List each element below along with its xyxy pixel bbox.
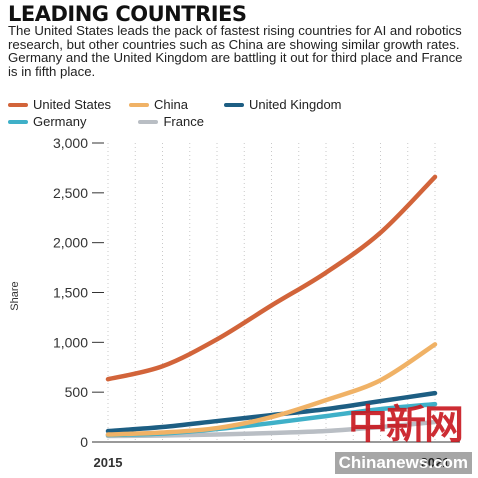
legend-label: United States: [33, 97, 112, 112]
series-line-china: [105, 342, 438, 437]
legend-label: United Kingdom: [249, 97, 342, 112]
series-line-united-states: [105, 174, 438, 382]
legend-item-germany: Germany: [8, 113, 86, 130]
chart-description: The United States leads the pack of fast…: [8, 23, 463, 79]
legend: United States China United Kingdom Germa…: [8, 96, 468, 130]
legend-swatch: [138, 119, 159, 124]
legend-item-france: France: [138, 113, 204, 130]
legend-item-united-kingdom: United Kingdom: [224, 96, 342, 113]
legend-swatch: [129, 102, 150, 107]
y-tick-label: 0: [80, 434, 88, 450]
legend-label: France: [163, 114, 204, 129]
x-tick-label: 2015: [94, 455, 123, 470]
legend-swatch: [224, 102, 245, 107]
legend-swatch: [8, 119, 28, 124]
y-tick-label: 2,000: [53, 235, 88, 251]
legend-item-china: China: [129, 96, 188, 113]
watermark-english: Chinanews.com: [334, 452, 472, 474]
legend-swatch: [8, 102, 28, 107]
y-tick-label: 500: [65, 384, 89, 400]
legend-label: Germany: [33, 114, 87, 129]
legend-label: China: [154, 97, 189, 112]
y-axis-label: Share: [9, 281, 21, 310]
y-tick-label: 3,000: [53, 135, 88, 151]
legend-item-united-states: United States: [8, 96, 111, 113]
x-tick-label: 2021: [421, 455, 450, 470]
y-tick-label: 1,500: [53, 285, 88, 301]
y-tick-label: 2,500: [53, 185, 88, 201]
chart-title: LEADING COUNTRIES: [8, 2, 247, 26]
y-tick-label: 1,000: [53, 334, 88, 350]
watermark-chinese: 中新网: [348, 401, 464, 448]
